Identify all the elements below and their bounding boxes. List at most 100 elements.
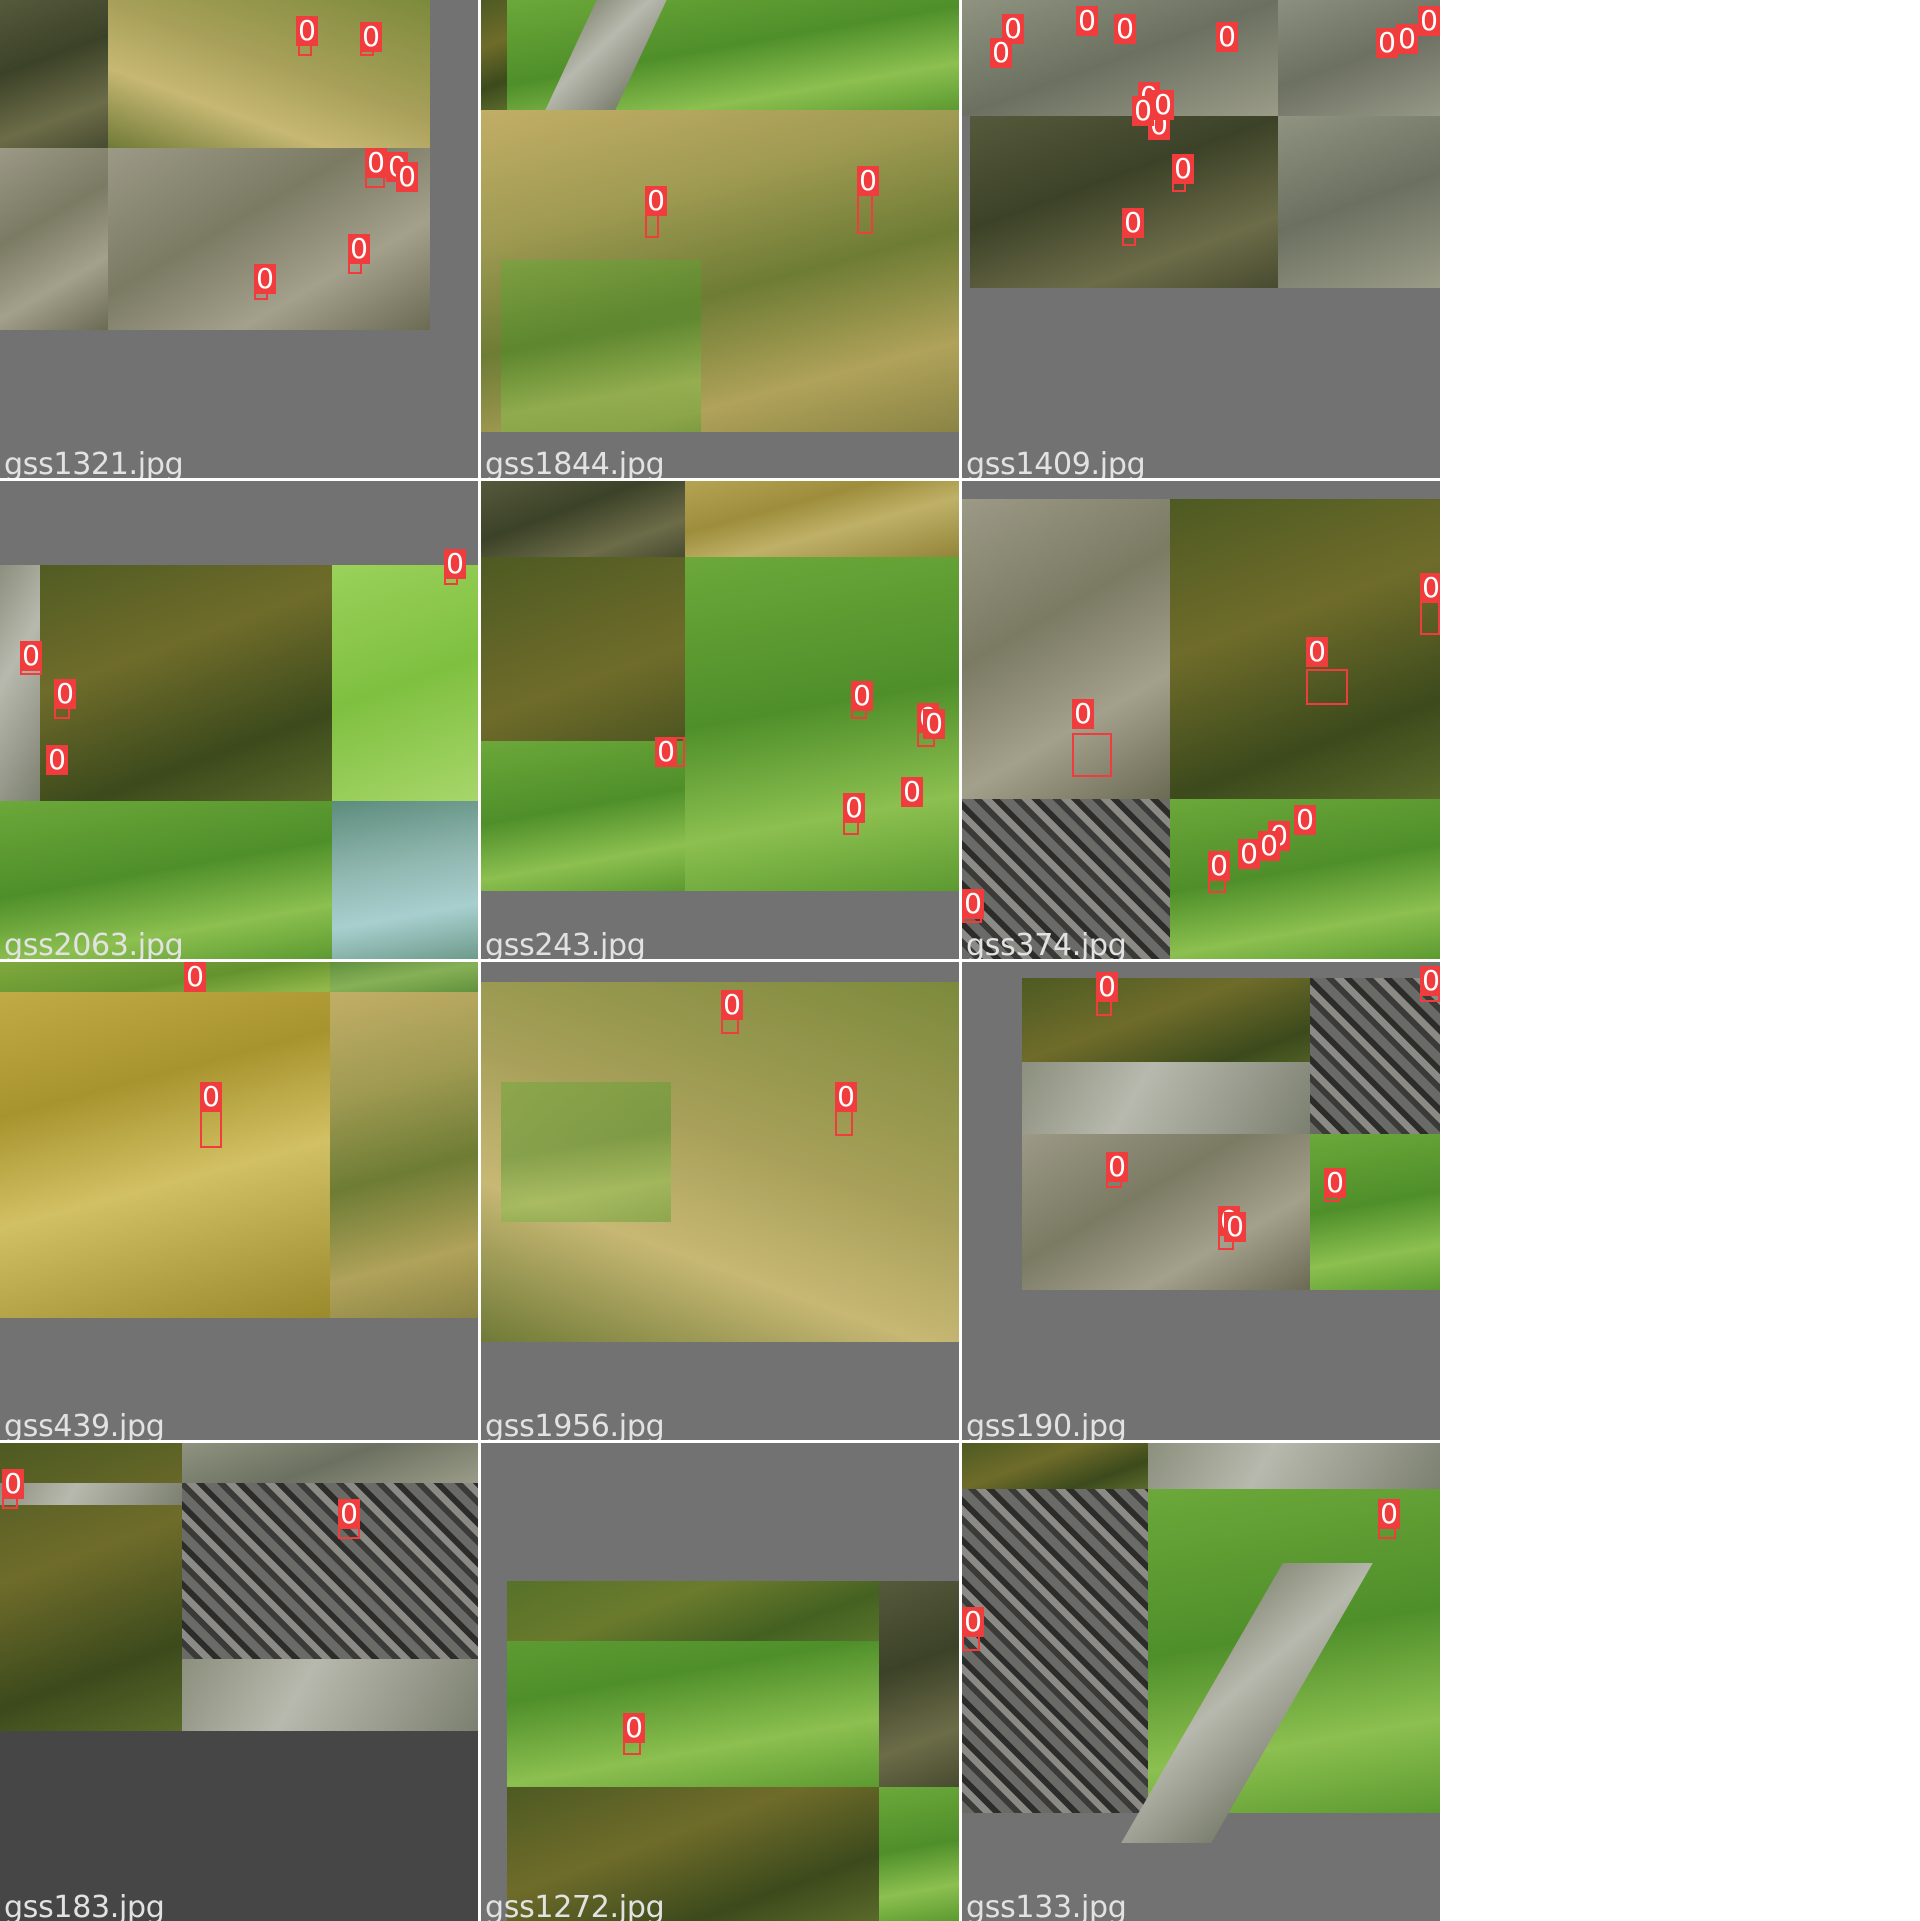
detection-label: 0 xyxy=(1294,805,1316,835)
image-tile xyxy=(1310,1134,1440,1290)
image-tile xyxy=(1022,1134,1310,1290)
detection-label: 0 xyxy=(1238,839,1260,869)
detection-label: 0 xyxy=(54,679,76,709)
detection-label: 0 xyxy=(360,22,382,52)
detection-label: 0 xyxy=(721,990,743,1020)
image-tile xyxy=(1278,116,1440,288)
detection-label: 0 xyxy=(1216,22,1238,52)
image-tile xyxy=(108,148,430,330)
detection-label: 0 xyxy=(1208,851,1230,881)
image-filename: gss374.jpg xyxy=(966,928,1127,960)
detection-label: 0 xyxy=(1072,699,1094,729)
image-tile xyxy=(0,962,478,992)
detection-label: 0 xyxy=(1106,1152,1128,1182)
image-filename: gss1272.jpg xyxy=(485,1890,665,1921)
detection-label: 0 xyxy=(1418,6,1440,36)
image-filename: gss1956.jpg xyxy=(485,1409,665,1441)
mosaic-cell: 0 0 0 0 0 0 0 0 0 gss374.jpg xyxy=(962,481,1440,959)
detection-label: 0 xyxy=(296,16,318,46)
mosaic-cell: 0 0 gss1844.jpg xyxy=(481,0,959,478)
detection-label: 0 xyxy=(184,962,206,992)
detection-label: 0 xyxy=(444,549,466,579)
image-tile xyxy=(0,801,332,959)
image-tile xyxy=(332,801,478,959)
detection-label: 0 xyxy=(1324,1168,1346,1198)
image-filename: gss439.jpg xyxy=(4,1409,165,1441)
image-tile xyxy=(501,260,701,432)
detection-label: 0 xyxy=(1076,6,1098,36)
detection-label: 0 xyxy=(1378,1499,1400,1529)
image-tile xyxy=(962,1443,1148,1489)
detection-box xyxy=(1072,733,1112,777)
image-tile xyxy=(962,499,1170,799)
detection-label: 0 xyxy=(1420,966,1440,996)
detection-label: 0 xyxy=(623,1713,645,1743)
image-tile xyxy=(481,741,685,891)
detection-box xyxy=(1306,669,1348,705)
detection-label: 0 xyxy=(1172,154,1194,184)
image-filename: gss133.jpg xyxy=(966,1890,1127,1921)
mosaic-cell: 0 0 gss1956.jpg xyxy=(481,962,959,1440)
detection-label: 0 xyxy=(923,709,945,739)
detection-label: 0 xyxy=(1152,90,1174,120)
image-tile xyxy=(182,1443,478,1483)
detection-label: 0 xyxy=(1224,1212,1246,1242)
image-tile xyxy=(970,116,1278,288)
detection-label: 0 xyxy=(901,777,923,807)
image-filename: gss190.jpg xyxy=(966,1409,1127,1441)
image-tile xyxy=(501,1082,671,1222)
image-tile xyxy=(0,1483,182,1505)
detection-label: 0 xyxy=(348,234,370,264)
detection-label: 0 xyxy=(1258,831,1280,861)
mosaic-cell: 0 0 0 0 0 0 0 0 0 0 0 0 0 0 gss1409.jpg xyxy=(962,0,1440,478)
image-tile xyxy=(0,0,108,148)
detection-label: 0 xyxy=(46,745,68,775)
image-tile xyxy=(507,1581,879,1641)
image-tile xyxy=(330,992,478,1318)
image-filename: gss243.jpg xyxy=(485,928,646,960)
image-tile xyxy=(0,1731,478,1921)
image-tile xyxy=(962,1489,1148,1813)
detection-label: 0 xyxy=(1420,573,1440,603)
mosaic-cell: 0 0 gss183.jpg xyxy=(0,1443,478,1921)
detection-label: 0 xyxy=(857,166,879,196)
detection-label: 0 xyxy=(835,1082,857,1112)
image-tile xyxy=(1148,1443,1440,1489)
detection-label: 0 xyxy=(851,681,873,711)
detection-label: 0 xyxy=(1376,28,1398,58)
detection-label: 0 xyxy=(1306,637,1328,667)
image-tile xyxy=(1278,0,1440,116)
detection-label: 0 xyxy=(396,162,418,192)
mosaic-cell: 0 0 0 0 0 0 gss243.jpg xyxy=(481,481,959,959)
image-tile xyxy=(182,1483,478,1659)
detection-label: 0 xyxy=(1396,24,1418,54)
mosaic-cell: 0 0 0 0 0 0 gss190.jpg xyxy=(962,962,1440,1440)
detection-label: 0 xyxy=(365,148,387,178)
detection-label: 0 xyxy=(200,1082,222,1112)
mosaic-cell: 0 0 0 0 gss2063.jpg xyxy=(0,481,478,959)
detection-label: 0 xyxy=(962,889,984,919)
image-tile xyxy=(481,0,507,110)
image-tile xyxy=(879,1787,959,1921)
detection-label: 0 xyxy=(645,186,667,216)
image-tile xyxy=(182,1659,478,1731)
mosaic-cell: 0 0 gss439.jpg xyxy=(0,962,478,1440)
detection-label: 0 xyxy=(1122,208,1144,238)
image-tile xyxy=(1170,499,1440,799)
image-tile xyxy=(1022,1062,1310,1134)
image-tile xyxy=(0,962,330,1318)
mosaic-cell: 0 0 gss133.jpg xyxy=(962,1443,1440,1921)
detection-label: 0 xyxy=(1114,14,1136,44)
image-tile xyxy=(962,799,1170,959)
image-tile xyxy=(1310,978,1440,1134)
detection-label: 0 xyxy=(1132,96,1154,126)
image-tile xyxy=(507,1787,879,1921)
detection-label: 0 xyxy=(338,1499,360,1529)
detection-label: 0 xyxy=(1096,972,1118,1002)
image-tile xyxy=(332,565,478,801)
image-tile xyxy=(0,565,40,801)
image-tile xyxy=(0,148,108,330)
image-filename: gss1321.jpg xyxy=(4,447,184,479)
detection-label: 0 xyxy=(2,1469,24,1499)
detection-label: 0 xyxy=(843,793,865,823)
